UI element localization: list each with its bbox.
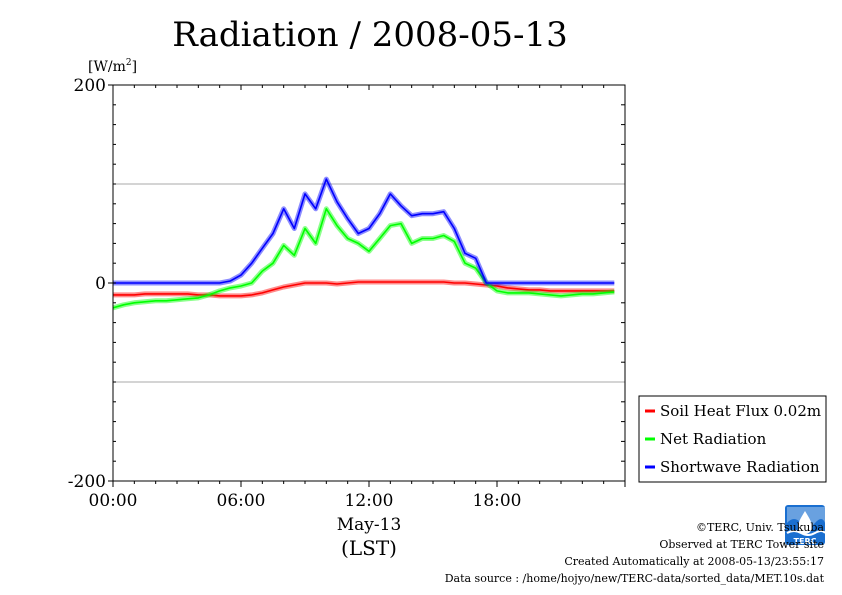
y-axis: 200 0 -200 (68, 76, 625, 492)
legend-label-2: Shortwave Radiation (660, 458, 820, 476)
x-tick-label-0: 00:00 (89, 491, 138, 511)
series-line-1 (112, 208, 615, 309)
legend: Soil Heat Flux 0.02m Net Radiation Shortwa… (638, 395, 827, 483)
terc-logo: TERC (785, 505, 826, 546)
y-tick-label-2: -200 (68, 472, 106, 492)
x-axis-date-label: May-13 (337, 515, 402, 535)
y-axis-label-close: ] (132, 59, 137, 75)
chart-title: Radiation / 2008-05-13 (172, 15, 568, 55)
series-lines (112, 176, 615, 311)
copyright-text: ©TERC, Univ. Tsukuba (695, 521, 824, 534)
series-line-0 (113, 281, 615, 297)
legend-label-0: Soil Heat Flux 0.02m (660, 402, 821, 420)
x-tick-label-3: 18:00 (473, 491, 522, 511)
created-text: Created Automatically at 2008-05-13/23:5… (564, 555, 824, 568)
data-source-text: Data source : /home/hojyo/new/TERC-data/… (444, 572, 824, 585)
y-axis-label-sup: 2 (126, 58, 132, 68)
x-tick-label-1: 06:00 (217, 491, 266, 511)
x-axis-unit-label: (LST) (341, 536, 397, 560)
y-tick-label-1: 0 (95, 274, 106, 294)
legend-label-1: Net Radiation (660, 430, 767, 448)
terc-logo-text: TERC (794, 537, 817, 546)
y-tick-label-0: 200 (74, 76, 106, 96)
y-axis-label: [W/m2] (88, 58, 137, 75)
grid-lines (113, 183, 625, 383)
x-axis: 00:00 06:00 12:00 18:00 (89, 85, 626, 511)
observed-text: Observed at TERC Tower site (659, 538, 824, 551)
x-tick-label-2: 12:00 (345, 491, 394, 511)
legend-box (638, 395, 827, 483)
series-line-2 (113, 178, 615, 284)
y-axis-label-base: [W/m (88, 59, 126, 75)
